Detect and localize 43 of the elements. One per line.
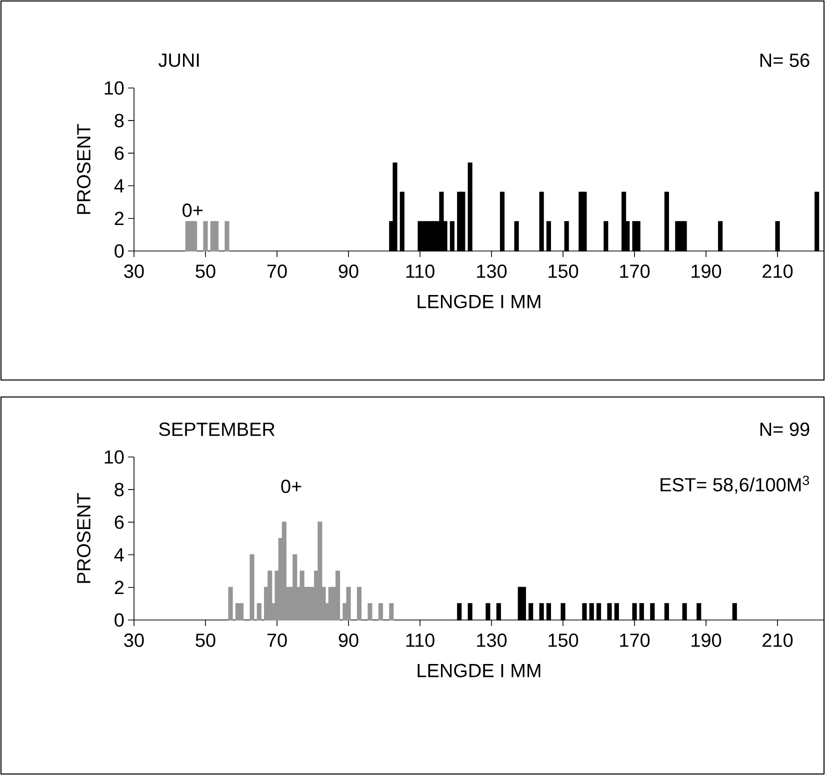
- text: N= 99: [760, 422, 810, 436]
- x-tick-label: 170: [620, 634, 650, 647]
- y-tick-label: 10: [104, 450, 124, 464]
- y-tick-label: 10: [104, 81, 124, 95]
- x-tick-label: 90: [338, 634, 358, 647]
- x-tick-label: 110: [406, 264, 434, 278]
- annotation: EST= 58,6/100M$^{3}$: [660, 476, 810, 494]
- x-tick-label: 30: [124, 634, 144, 647]
- x-tick-label: 190: [692, 264, 722, 278]
- x-tick-label: 30: [124, 264, 144, 278]
- annotation: 0+: [182, 204, 203, 217]
- y-tick-label: 2: [114, 212, 124, 226]
- x-tick-label: 110: [406, 634, 434, 647]
- x-tick-label: 70: [267, 634, 287, 647]
- x-tick-label: 130: [477, 634, 507, 647]
- x-tick-label: 210: [762, 634, 793, 647]
- y-tick-label: 6: [114, 515, 124, 529]
- annotation: 0+: [281, 480, 302, 494]
- x-tick-label: 190: [692, 634, 722, 647]
- x-tick-label: 170: [620, 264, 650, 278]
- chart-title: SEPTEMBER: [159, 422, 275, 436]
- y-tick-label: 4: [114, 548, 124, 562]
- x-tick-label: 50: [196, 634, 216, 647]
- y-axis-title: PROSENT: [77, 124, 90, 214]
- chart-title: JUNI: [158, 54, 199, 67]
- y-tick-label: 0: [114, 613, 124, 627]
- x-axis-title: LENGDE I MM: [418, 294, 540, 308]
- y-tick-label: 8: [114, 114, 124, 128]
- y-tick-label: 8: [114, 482, 124, 496]
- x-tick-label: 50: [196, 264, 216, 278]
- x-axis-title: LENGDE I MM: [418, 664, 540, 678]
- x-tick-label: 150: [548, 634, 578, 647]
- text: N= 56: [760, 54, 810, 68]
- y-tick-label: 2: [114, 580, 124, 594]
- y-axis-title: PROSENT: [77, 493, 90, 583]
- y-tick-label: 6: [114, 146, 124, 160]
- x-tick-label: 90: [338, 264, 358, 278]
- y-tick-label: 4: [114, 179, 124, 192]
- x-tick-label: 210: [762, 264, 793, 278]
- x-tick-label: 150: [548, 264, 578, 278]
- y-tick-label: 0: [114, 244, 124, 258]
- x-tick-label: 130: [477, 264, 507, 278]
- x-tick-label: 70: [267, 264, 287, 278]
